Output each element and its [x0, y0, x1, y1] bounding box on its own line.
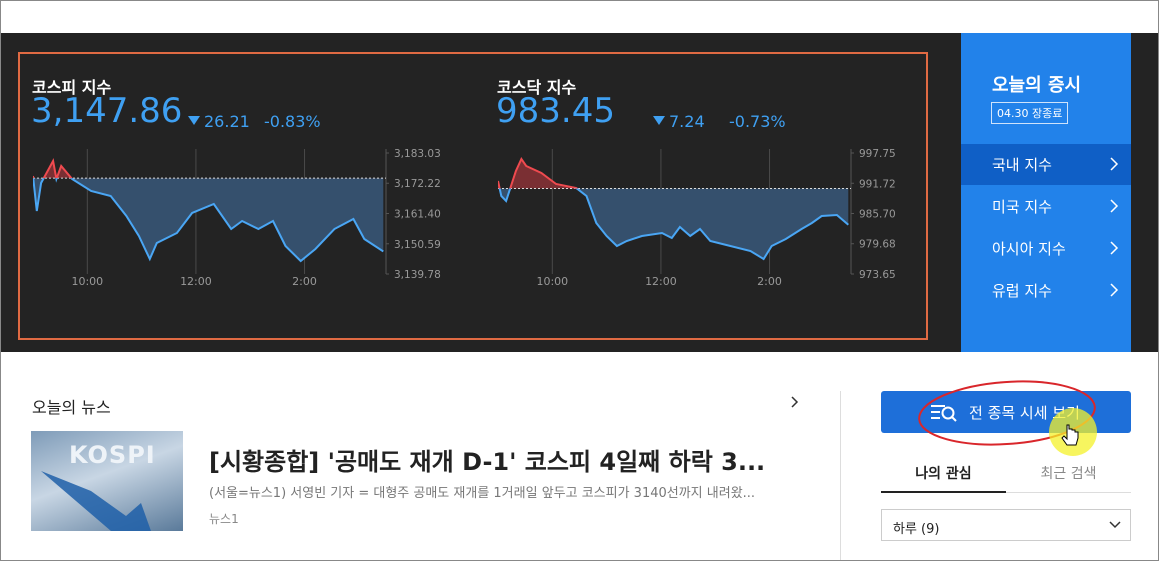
area-above [33, 161, 384, 179]
index-change-pct: -0.83% [264, 112, 321, 131]
index-change-pct: -0.73% [729, 112, 786, 131]
button-label: 전 종목 시세 보기 [969, 404, 1080, 422]
thumbnail-text: KOSPI [69, 441, 156, 469]
tab[interactable]: 최근 검색 [1040, 466, 1097, 482]
news-summary: (서울=뉴스1) 서영빈 기자 = 대형주 공매도 재개를 1거래일 앞두고 코… [209, 486, 756, 501]
chevron [1110, 283, 1119, 297]
x-tick-label: 10:00 [71, 275, 103, 288]
chevron [1110, 157, 1119, 171]
x-tick-label: 12:00 [180, 275, 212, 288]
index-line [498, 188, 849, 261]
x-tick-label: 12:00 [645, 275, 677, 288]
x-tick-label: 10:00 [536, 275, 568, 288]
news-thumbnail[interactable]: KOSPI [31, 431, 183, 531]
x-tick-label: 2:00 [757, 275, 782, 288]
area-above [498, 159, 849, 189]
y-tick-label: 3,172.22 [394, 178, 441, 190]
sidebar-menu-item[interactable]: 미국 지수 [992, 198, 1052, 216]
index-name: 코스닥 지수KOSDAQ [497, 78, 577, 97]
news-headline[interactable]: [시황종합] '공매도 재개 D-1' 코스피 4일째 하락 3... [209, 448, 766, 476]
sidebar-badge: 04.30 장종료 [991, 102, 1069, 124]
y-tick-label: 3,150.59 [394, 239, 441, 251]
index-value: 3,147.86 [31, 91, 183, 131]
y-tick-label: 985.70 [859, 209, 896, 221]
y-tick-label: 3,183.03 [394, 148, 441, 160]
sidebar-menu-item[interactable]: 아시아 지수 [992, 240, 1066, 258]
index-change: 7.24 [669, 112, 705, 131]
tab[interactable]: 나의 관심 [915, 466, 972, 482]
tab-rule [1006, 492, 1131, 493]
down-arrow [188, 116, 200, 125]
y-tick-label: 991.72 [859, 178, 896, 190]
active-menu-bg [961, 144, 1131, 185]
index-line-up [33, 158, 73, 179]
sidebar-title: 오늘의 증시 [992, 75, 1082, 96]
y-tick-label: 3,161.40 [394, 209, 441, 221]
y-tick-label: 973.65 [859, 269, 896, 281]
index-line [33, 178, 384, 263]
y-tick-label: 979.68 [859, 239, 896, 251]
news-section-title: 오늘의 뉴스 [32, 398, 111, 417]
y-tick-label: 997.75 [859, 148, 896, 160]
sidebar-menu-item[interactable]: 유럽 지수 [992, 282, 1052, 300]
chevron [1110, 241, 1119, 255]
index-line-up [498, 156, 579, 189]
area-below [499, 188, 849, 259]
chevron [1110, 199, 1119, 213]
news-source: 뉴스1 [209, 512, 239, 526]
all-stocks-button[interactable]: 전 종목 시세 보기 [881, 391, 1131, 433]
news-more[interactable] [789, 395, 801, 409]
sidebar [961, 33, 1131, 352]
tab-underline [881, 491, 1006, 493]
x-tick-label: 2:00 [292, 275, 317, 288]
index-name: 코스피 지수KOSPI [32, 78, 112, 97]
period-dropdown[interactable]: 하루 (9) [881, 509, 1131, 541]
index-value: 983.45 [496, 91, 615, 131]
down-arrow [653, 116, 665, 125]
highlight-frame [18, 52, 928, 340]
sidebar-menu-item[interactable]: 국내 지수 [992, 156, 1052, 174]
area-below [33, 178, 384, 261]
y-tick-label: 3,139.78 [394, 269, 441, 281]
dropdown-label: 하루 (9) [893, 522, 940, 537]
index-change: 26.21 [204, 112, 250, 131]
divider [840, 391, 841, 560]
